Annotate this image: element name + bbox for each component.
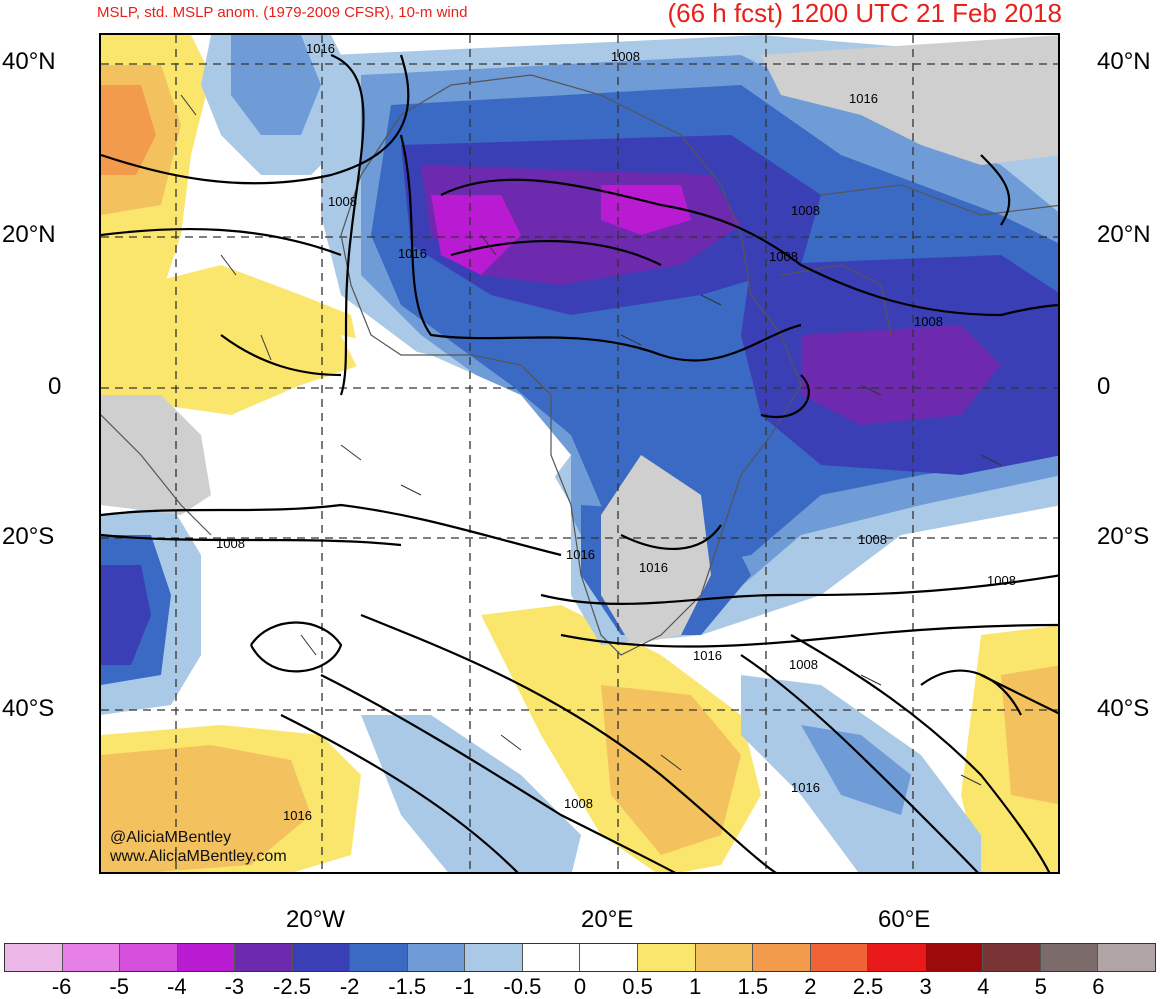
colorbar-tick-label: 3: [919, 974, 932, 999]
colorbar-tick-label: 1.5: [737, 974, 769, 999]
lon-label-20e: 20°E: [581, 906, 634, 933]
colorbar-swatch: [5, 944, 63, 971]
isobar-label: 1008: [987, 573, 1016, 588]
isobar-label: 1008: [858, 532, 887, 547]
colorbar-tick-label: 2.5: [852, 974, 884, 999]
colorbar-swatch: [1040, 944, 1099, 971]
credit-handle: @AliciaMBentley: [110, 829, 232, 846]
negative-anomaly-indian-ocean-core: [801, 325, 1001, 425]
map-canvas: 1016 1008 1016 1008 1008 1016 1008 1008 …: [101, 35, 1058, 872]
colorbar-swatch: [753, 944, 811, 971]
lat-label-left-20s: 20°S: [2, 523, 55, 550]
credit-site: www.AliciaMBentley.com: [110, 848, 287, 865]
colorbar-swatch: [695, 944, 754, 971]
isobar-label: 1016: [566, 547, 595, 562]
colorbar-swatch: [925, 944, 984, 971]
lon-label-60e: 60°E: [878, 906, 931, 933]
colorbar-swatch: [177, 944, 236, 971]
colorbar-swatch: [580, 944, 639, 971]
isobar-label: 1008: [914, 314, 943, 329]
lat-label-left-40s: 40°S: [2, 695, 55, 722]
anomaly-colorbar: [4, 943, 1156, 972]
colorbar-tick-label: -0.5: [503, 974, 542, 999]
colorbar-tick-label: -6: [51, 974, 72, 999]
isobar-label: 1008: [216, 536, 245, 551]
negative-anomaly-southern-ocean-2-core: [801, 725, 911, 815]
isobar-label: 1016: [849, 91, 878, 106]
colorbar-tick-label: 1: [689, 974, 702, 999]
lat-label-right-40s: 40°S: [1097, 695, 1150, 722]
colorbar-swatch: [638, 944, 696, 971]
colorbar-tick-label: 2: [804, 974, 817, 999]
colorbar-swatch: [983, 944, 1041, 971]
isobar-labels: 1016 1008 1016 1008 1008 1016 1008 1008 …: [216, 41, 1016, 823]
colorbar-swatch: [120, 944, 178, 971]
colorbar-tick-label: -5: [109, 974, 129, 999]
colorbar-swatch: [407, 944, 466, 971]
lat-label-right-0: 0: [1097, 373, 1111, 400]
colorbar-swatch: [810, 944, 869, 971]
colorbar-tick-label: -3: [224, 974, 245, 999]
colorbar-tick-label: 4: [977, 974, 990, 999]
positive-anomaly-gulf-guinea: [341, 335, 571, 495]
wind-barbs: [180, 94, 1002, 786]
colorbar-swatch: [522, 944, 581, 971]
positive-anomaly-south-east-core: [1001, 665, 1058, 805]
isobar-label: 1008: [328, 194, 357, 209]
lat-label-left-0: 0: [48, 373, 62, 400]
anomaly-shading: [101, 35, 1058, 872]
colorbar-tick-label: 0: [573, 974, 587, 999]
negative-anomaly-north-atlantic-low-core: [231, 35, 321, 135]
isobar-label: 1016: [639, 560, 668, 575]
lat-label-left-20n: 20°N: [2, 221, 56, 248]
isobars: [101, 53, 1058, 872]
colorbar-tick-label: -2.5: [273, 974, 311, 999]
isobar-label: 1008: [789, 657, 818, 672]
colorbar-swatch: [350, 944, 408, 971]
colorbar-swatch: [1098, 944, 1155, 971]
forecast-time-title: (66 h fcst) 1200 UTC 21 Feb 2018: [667, 0, 1062, 28]
lat-label-right-20s: 20°S: [1097, 523, 1150, 550]
colorbar-tick-label: -4: [167, 974, 187, 999]
positive-anomaly-south-sw-core: [101, 745, 311, 872]
lat-label-left-40n: 40°N: [2, 48, 56, 75]
land-arabia-asia: [761, 35, 1058, 165]
colorbar-tick-label: -1.5: [388, 974, 427, 999]
positive-anomaly-west-max: [101, 85, 156, 175]
colorbar-swatch: [235, 944, 293, 971]
land-southern-africa: [601, 455, 711, 645]
colorbar-swatch: [465, 944, 523, 971]
colorbar-swatch: [62, 944, 121, 971]
lat-label-right-40n: 40°N: [1097, 48, 1151, 75]
colorbar-tick-label: 0.5: [622, 974, 653, 999]
isobar-label: 1016: [306, 41, 335, 56]
isobar-label: 1016: [398, 246, 427, 261]
colorbar-tick-label: -1: [455, 974, 475, 999]
isobar-label: 1008: [791, 203, 820, 218]
negative-anomaly-africa-peak-2: [601, 185, 691, 235]
negative-anomaly-southern-ocean-1: [361, 715, 581, 872]
isobar-label: 1008: [611, 49, 640, 64]
negative-anomaly-brazil-peak: [101, 565, 151, 665]
colorbar-tick-label: -2: [339, 974, 360, 999]
map-panel[interactable]: 1016 1008 1016 1008 1008 1016 1008 1008 …: [99, 33, 1060, 874]
isobar-label: 1016: [791, 780, 820, 795]
lat-label-right-20n: 20°N: [1097, 221, 1151, 248]
positive-anomaly-tropical-band: [101, 265, 361, 415]
colorbar-tick-label: 5: [1034, 974, 1047, 999]
isobar-label: 1008: [564, 796, 593, 811]
colorbar-swatch: [868, 944, 926, 971]
isobar-label: 1008: [769, 249, 798, 264]
colorbar-swatch: [292, 944, 351, 971]
map-title: MSLP, std. MSLP anom. (1979-2009 CFSR), …: [97, 4, 468, 21]
isobar-label: 1016: [693, 648, 722, 663]
lon-label-20w: 20°W: [286, 906, 345, 933]
colorbar-tick-label: 6: [1092, 974, 1105, 999]
isobar-label: 1016: [283, 808, 312, 823]
land-south-america: [101, 395, 211, 515]
